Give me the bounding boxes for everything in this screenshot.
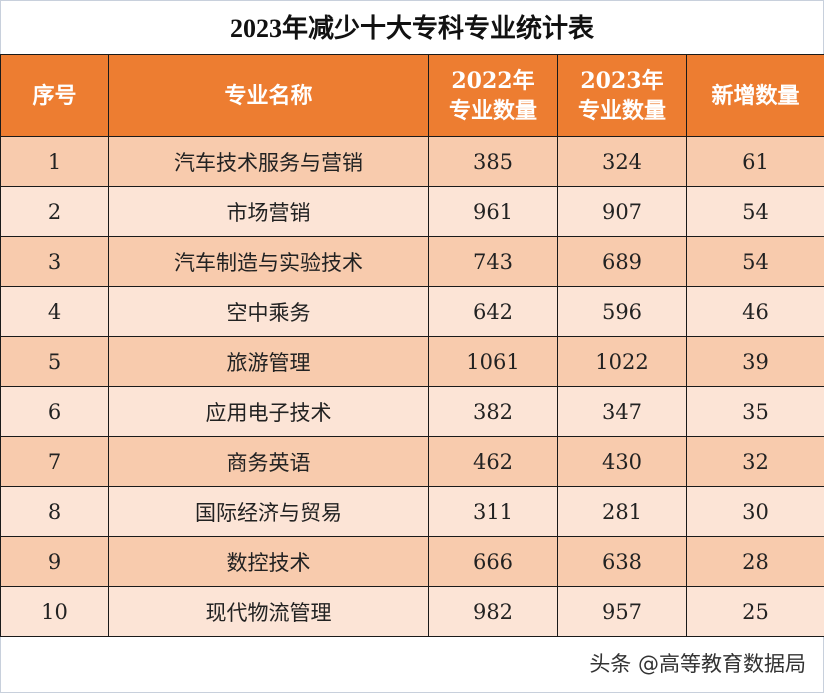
cell-change: 54: [686, 186, 824, 237]
cell-2023-count: 430: [557, 436, 687, 487]
cell-2022-count: 982: [428, 586, 558, 637]
cell-2023-count: 281: [557, 486, 687, 537]
table-row: 8 国际经济与贸易 311 281 30: [0, 486, 824, 537]
cell-major-name: 市场营销: [108, 186, 429, 237]
cell-2022-count: 462: [428, 436, 558, 487]
table-row: 7 商务英语 462 430 32: [0, 436, 824, 487]
cell-change: 28: [686, 536, 824, 587]
cell-index: 8: [0, 486, 109, 537]
header-row: 序号 专业名称 2022年专业数量 2023年专业数量 新增数量: [0, 54, 824, 137]
header-index: 序号: [0, 54, 109, 137]
cell-2023-count: 689: [557, 236, 687, 287]
table-row: 9 数控技术 666 638 28: [0, 536, 824, 587]
cell-change: 30: [686, 486, 824, 537]
cell-2022-count: 311: [428, 486, 558, 537]
cell-index: 10: [0, 586, 109, 637]
cell-change: 25: [686, 586, 824, 637]
cell-major-name: 应用电子技术: [108, 386, 429, 437]
cell-change: 46: [686, 286, 824, 337]
header-2022-count: 2022年专业数量: [428, 54, 558, 137]
cell-2022-count: 666: [428, 536, 558, 587]
cell-2023-count: 347: [557, 386, 687, 437]
header-2022-label: 2022年专业数量: [448, 67, 537, 124]
table-row: 2 市场营销 961 907 54: [0, 186, 824, 237]
cell-index: 4: [0, 286, 109, 337]
cell-major-name: 商务英语: [108, 436, 429, 487]
cell-change: 39: [686, 336, 824, 387]
table-row: 6 应用电子技术 382 347 35: [0, 386, 824, 437]
cell-2023-count: 1022: [557, 336, 687, 387]
table-title: 2023年减少十大专科专业统计表: [229, 14, 594, 43]
cell-index: 3: [0, 236, 109, 287]
cell-major-name: 现代物流管理: [108, 586, 429, 637]
cell-2023-count: 324: [557, 136, 687, 187]
header-major-name: 专业名称: [108, 54, 429, 137]
cell-change: 54: [686, 236, 824, 287]
cell-2022-count: 385: [428, 136, 558, 187]
cell-2023-count: 596: [557, 286, 687, 337]
stats-table: 序号 专业名称 2022年专业数量 2023年专业数量 新增数量 1 汽车技术服务…: [0, 54, 824, 637]
cell-change: 32: [686, 436, 824, 487]
table-row: 3 汽车制造与实验技术 743 689 54: [0, 236, 824, 287]
header-change: 新增数量: [686, 54, 824, 137]
cell-2023-count: 907: [557, 186, 687, 237]
cell-index: 9: [0, 536, 109, 587]
cell-index: 5: [0, 336, 109, 387]
cell-change: 61: [686, 136, 824, 187]
header-2023-count: 2023年专业数量: [557, 54, 687, 137]
cell-2022-count: 961: [428, 186, 558, 237]
cell-index: 2: [0, 186, 109, 237]
table-row: 5 旅游管理 1061 1022 39: [0, 336, 824, 387]
header-2023-label: 2023年专业数量: [577, 67, 666, 124]
cell-change: 35: [686, 386, 824, 437]
cell-major-name: 国际经济与贸易: [108, 486, 429, 537]
cell-2022-count: 743: [428, 236, 558, 287]
cell-2022-count: 1061: [428, 336, 558, 387]
table-row: 4 空中乘务 642 596 46: [0, 286, 824, 337]
cell-index: 1: [0, 136, 109, 187]
cell-index: 6: [0, 386, 109, 437]
table-row: 10 现代物流管理 982 957 25: [0, 586, 824, 637]
cell-index: 7: [0, 436, 109, 487]
cell-2022-count: 382: [428, 386, 558, 437]
cell-2023-count: 638: [557, 536, 687, 587]
cell-2022-count: 642: [428, 286, 558, 337]
cell-major-name: 汽车技术服务与营销: [108, 136, 429, 187]
cell-2023-count: 957: [557, 586, 687, 637]
cell-major-name: 数控技术: [108, 536, 429, 587]
cell-major-name: 旅游管理: [108, 336, 429, 387]
cell-major-name: 空中乘务: [108, 286, 429, 337]
watermark: 头条 @高等教育数据局: [589, 652, 806, 676]
table-row: 1 汽车技术服务与营销 385 324 61: [0, 136, 824, 187]
cell-major-name: 汽车制造与实验技术: [108, 236, 429, 287]
